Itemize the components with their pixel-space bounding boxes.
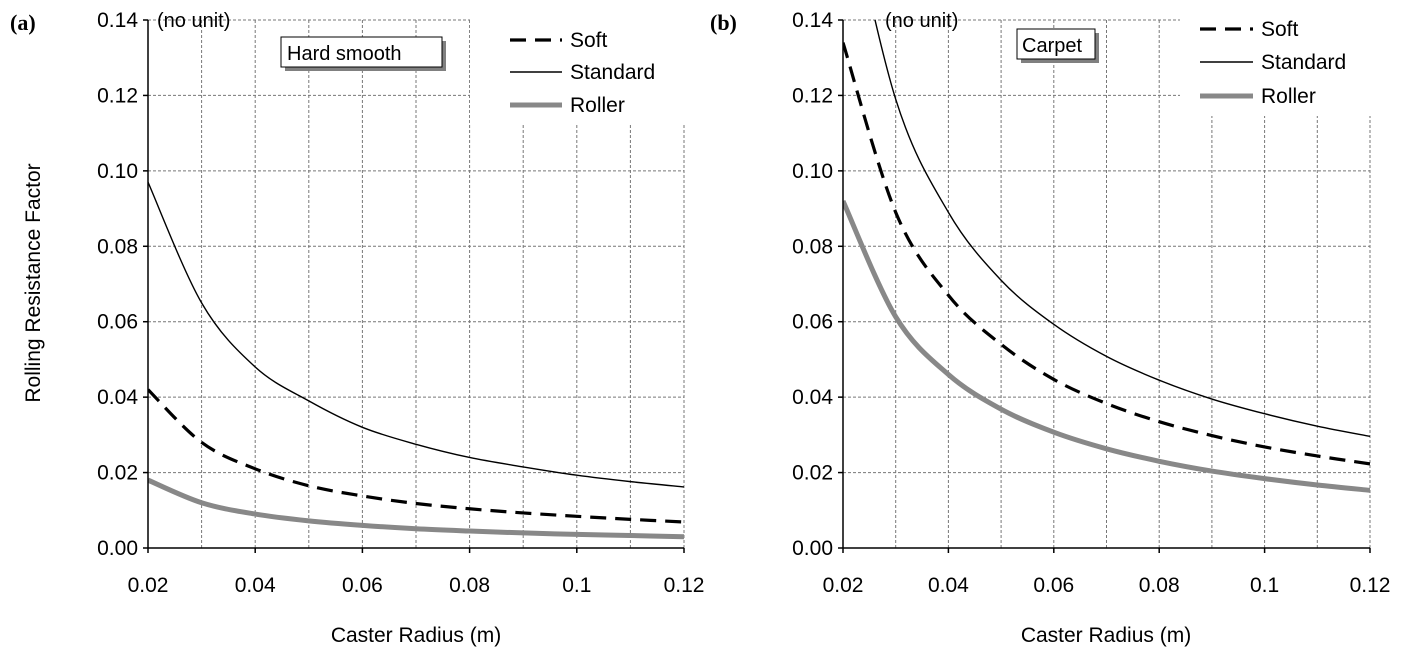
legend-label-soft: Soft: [570, 29, 608, 52]
grid-lines: [843, 14, 1380, 548]
unit-annotation: (no unit): [157, 10, 230, 32]
legend-label-soft: Soft: [1261, 18, 1299, 41]
x-tick-label: 0.12: [1350, 574, 1391, 597]
series-line-standard: [148, 181, 684, 488]
y-tick-label: 0.04: [97, 386, 138, 409]
legend: Soft Standard Roller: [1200, 18, 1346, 108]
surface-label: Carpet: [1022, 35, 1082, 57]
series-line-soft: [148, 388, 684, 524]
y-tick-label: 0.06: [792, 311, 833, 334]
series-line-roller: [843, 199, 1370, 493]
x-axis-label: Caster Radius (m): [1021, 624, 1191, 647]
chart-panel-b: 0.00 0.02 0.04 0.06 0.08 0.10 0.12 0.14 0.02 0.04…: [710, 9, 1390, 647]
surface-label: Hard smooth: [287, 43, 402, 65]
y-axis-label: Rolling Resistance Factor: [22, 163, 45, 402]
y-tick-label: 0.00: [97, 537, 138, 560]
x-tick-label: 0.08: [1139, 574, 1180, 597]
y-tick-label: 0.14: [792, 9, 833, 32]
y-tick-label: 0.08: [97, 235, 138, 258]
y-tick-label: 0.10: [97, 160, 138, 183]
y-tick-label: 0.02: [792, 462, 833, 485]
legend-label-standard: Standard: [1261, 51, 1346, 74]
surface-label-box: Hard smooth: [280, 36, 446, 71]
legend-label-roller: Roller: [570, 94, 625, 117]
x-tick-label: 0.02: [823, 574, 864, 597]
legend-background: [470, 18, 690, 124]
panel-label: (b): [710, 10, 737, 35]
tick-labels: 0.00 0.02 0.04 0.06 0.08 0.10 0.12 0.14 0.02 0.04…: [792, 9, 1390, 597]
x-tick-label: 0.06: [1033, 574, 1074, 597]
y-tick-label: 0.04: [792, 386, 833, 409]
legend-label-roller: Roller: [1261, 85, 1316, 108]
legend: Soft Standard Roller: [510, 29, 655, 117]
series-lines: [843, 20, 1370, 493]
y-tick-label: 0.12: [97, 84, 138, 107]
surface-label-box: Carpet: [1016, 28, 1099, 63]
series-line-standard: [874, 20, 1370, 438]
x-tick-label: 0.02: [128, 574, 169, 597]
y-tick-label: 0.00: [792, 537, 833, 560]
x-axis-label: Caster Radius (m): [331, 624, 501, 647]
y-tick-label: 0.08: [792, 235, 833, 258]
series-lines: [148, 181, 684, 540]
x-tick-label: 0.08: [449, 574, 490, 597]
series-line-soft: [843, 42, 1370, 466]
legend-background: [1180, 14, 1380, 116]
y-tick-label: 0.10: [792, 160, 833, 183]
legend-label-standard: Standard: [570, 61, 655, 84]
x-tick-label: 0.06: [342, 574, 383, 597]
tick-labels: 0.00 0.02 0.04 0.06 0.08 0.10 0.12 0.14 0.02 0.04…: [97, 9, 704, 597]
unit-annotation: (no unit): [885, 10, 958, 32]
y-tick-label: 0.14: [97, 9, 138, 32]
y-tick-label: 0.12: [792, 84, 833, 107]
x-tick-label: 0.04: [928, 574, 969, 597]
y-tick-label: 0.06: [97, 311, 138, 334]
chart-panel-a: 0.00 0.02 0.04 0.06 0.08 0.10 0.12 0.14 0.02 0.04…: [10, 9, 704, 647]
grid-lines: [148, 18, 690, 548]
x-tick-label: 0.04: [235, 574, 276, 597]
x-tick-label: 0.1: [1250, 574, 1279, 597]
x-tick-label: 0.1: [562, 574, 591, 597]
y-tick-label: 0.02: [97, 462, 138, 485]
axes: [838, 19, 1371, 553]
series-line-roller: [148, 477, 684, 540]
panel-label: (a): [10, 10, 36, 35]
x-tick-label: 0.12: [664, 574, 705, 597]
axes: [143, 19, 685, 553]
